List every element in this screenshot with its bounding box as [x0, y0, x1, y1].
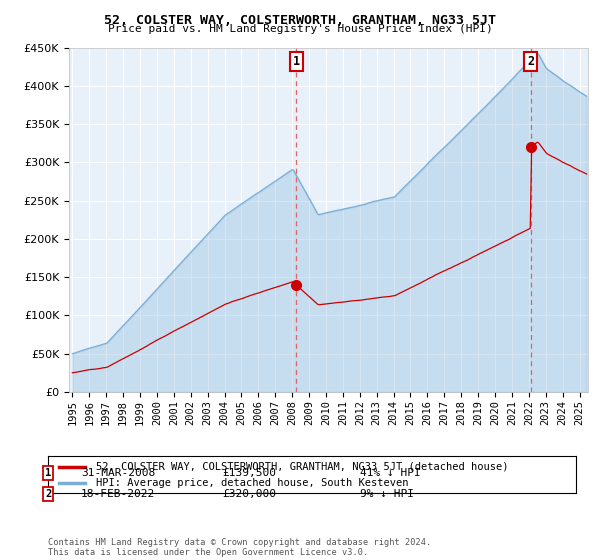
Text: 41% ↓ HPI: 41% ↓ HPI: [360, 468, 421, 478]
Text: 1: 1: [45, 468, 51, 478]
Text: 52, COLSTER WAY, COLSTERWORTH, GRANTHAM, NG33 5JT: 52, COLSTER WAY, COLSTERWORTH, GRANTHAM,…: [104, 14, 496, 27]
Text: £139,500: £139,500: [222, 468, 276, 478]
Text: HPI: Average price, detached house, South Kesteven: HPI: Average price, detached house, Sout…: [95, 478, 408, 488]
Text: Price paid vs. HM Land Registry's House Price Index (HPI): Price paid vs. HM Land Registry's House …: [107, 24, 493, 34]
Text: 2: 2: [527, 55, 535, 68]
Text: 1: 1: [293, 55, 300, 68]
Text: 18-FEB-2022: 18-FEB-2022: [81, 489, 155, 499]
Text: 9% ↓ HPI: 9% ↓ HPI: [360, 489, 414, 499]
Text: 31-MAR-2008: 31-MAR-2008: [81, 468, 155, 478]
Text: 2: 2: [45, 489, 51, 499]
Text: Contains HM Land Registry data © Crown copyright and database right 2024.
This d: Contains HM Land Registry data © Crown c…: [48, 538, 431, 557]
Text: 52, COLSTER WAY, COLSTERWORTH, GRANTHAM, NG33 5JT (detached house): 52, COLSTER WAY, COLSTERWORTH, GRANTHAM,…: [95, 461, 508, 472]
Text: £320,000: £320,000: [222, 489, 276, 499]
